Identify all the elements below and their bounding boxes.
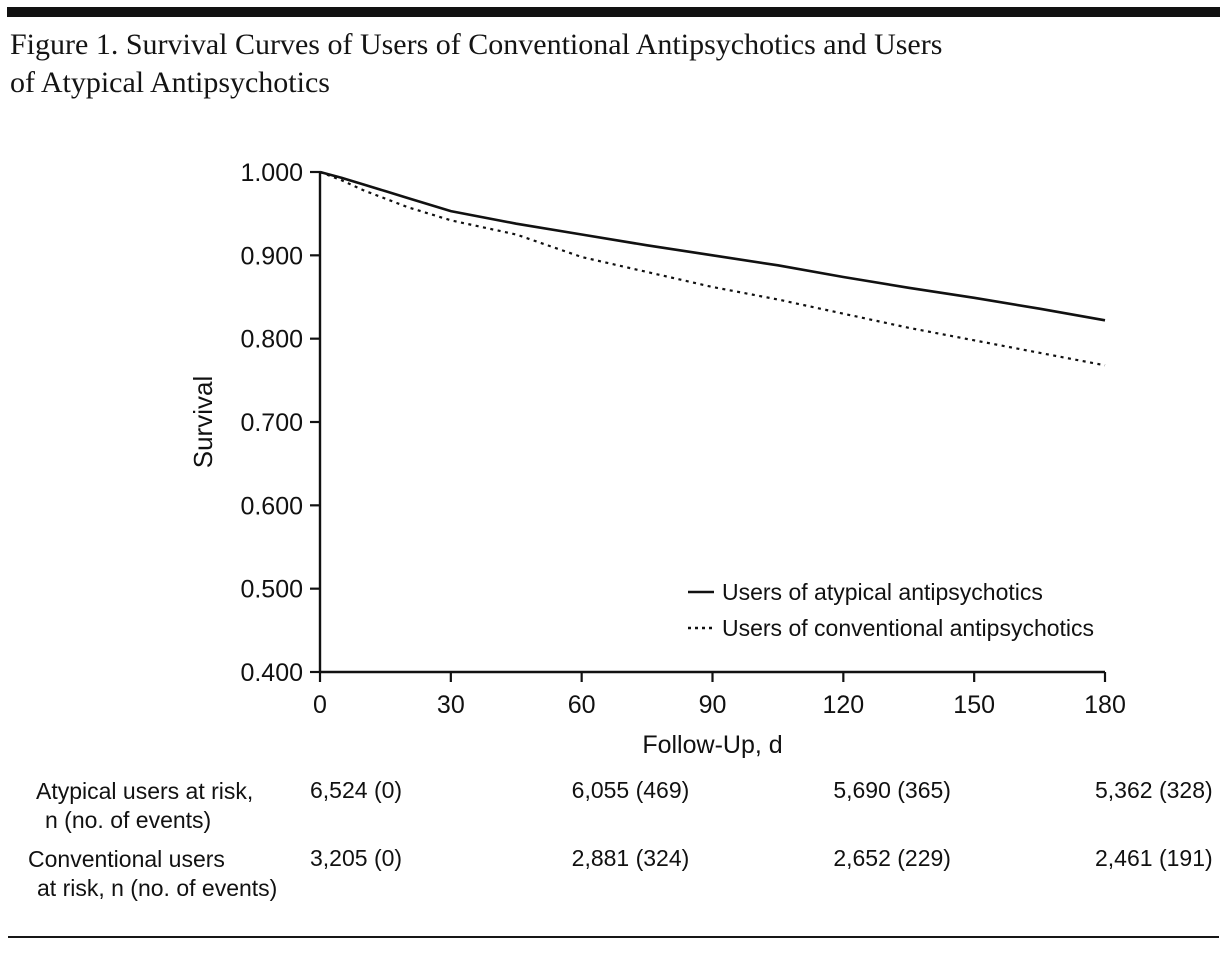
y-tick-label: 0.400 <box>240 659 303 687</box>
legend-label: Users of conventional antipsychotics <box>722 615 1094 641</box>
x-tick-label: 120 <box>822 691 864 719</box>
risk-value: 5,362 (328) <box>1095 777 1213 803</box>
risk-row-label: Conventional users at risk, n (no. of eve… <box>28 845 277 903</box>
risk-row-label-line: at risk, n (no. of events) <box>37 875 278 901</box>
top-rule <box>7 7 1220 17</box>
x-tick-label: 150 <box>953 691 995 719</box>
risk-row-label-line: Conventional users <box>28 846 225 872</box>
bottom-rule <box>8 936 1219 938</box>
y-tick-label: 0.800 <box>240 326 303 354</box>
risk-row-label-line: Atypical users at risk, <box>36 778 254 804</box>
series-line-solid <box>319 170 1106 322</box>
y-tick-label: 0.700 <box>240 409 303 437</box>
x-tick-label: 30 <box>437 691 465 719</box>
figure-title: Figure 1. Survival Curves of Users of Co… <box>10 26 1210 102</box>
x-tick-label: 0 <box>313 691 327 719</box>
x-axis-title: Follow-Up, d <box>642 731 782 759</box>
risk-row-label-line: n (no. of events) <box>45 807 212 833</box>
figure-title-line2: of Atypical Antipsychotics <box>10 66 330 99</box>
y-tick-label: 1.000 <box>240 159 303 187</box>
risk-value: 2,461 (191) <box>1095 845 1213 871</box>
series-line-dashed <box>319 170 1106 367</box>
figure-title-line1: Figure 1. Survival Curves of Users of Co… <box>10 28 943 61</box>
risk-value: 3,205 (0) <box>310 845 403 871</box>
legend-label: Users of atypical antipsychotics <box>722 579 1043 605</box>
risk-value: 6,524 (0) <box>310 777 403 803</box>
x-tick-label: 60 <box>568 691 596 719</box>
risk-value: 6,055 (469) <box>571 777 690 803</box>
y-tick-label: 0.500 <box>240 576 303 604</box>
y-tick-label: 0.900 <box>240 242 303 270</box>
x-tick-label: 90 <box>699 691 727 719</box>
risk-row-label: Atypical users at risk, n (no. of events) <box>36 777 253 835</box>
y-axis-title: Survival <box>188 376 218 468</box>
survival-chart: 1.000 0.900 0.800 0.700 0.600 0.500 0.400 0 30 60… <box>188 159 1126 759</box>
risk-value: 2,652 (229) <box>833 845 951 871</box>
risk-value: 2,881 (324) <box>571 845 690 871</box>
risk-value: 5,690 (365) <box>833 777 951 803</box>
y-tick-label: 0.600 <box>240 492 303 520</box>
x-tick-label: 180 <box>1084 691 1126 719</box>
